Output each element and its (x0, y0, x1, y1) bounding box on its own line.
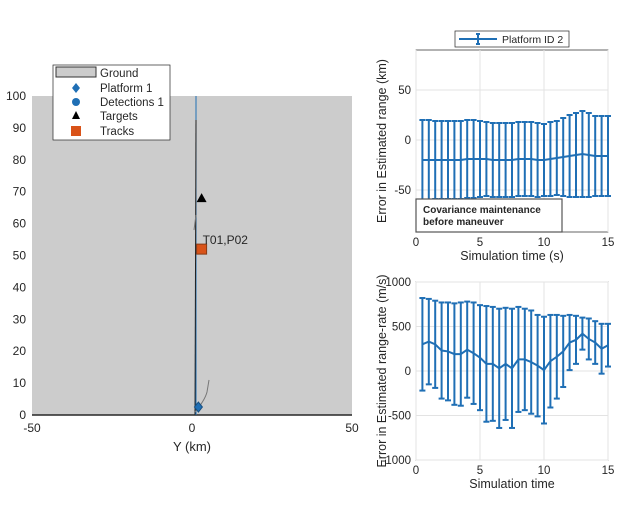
target-trajectory (194, 119, 197, 416)
map-xlabel: Y (km) (173, 439, 211, 454)
xtick-label: 10 (538, 465, 551, 477)
map-ytick-label: 80 (13, 153, 27, 167)
map-legend[interactable]: Ground Platform 1 Detections 1 Targets Track… (52, 64, 171, 141)
map-ytick-label: 10 (13, 376, 27, 390)
legend-entry: Platform ID 2 (502, 34, 563, 46)
target-marker (196, 193, 207, 203)
track-label: T01,P02 (203, 233, 249, 247)
xtick-label: 15 (602, 465, 615, 477)
tracks-swatch-icon (71, 126, 81, 136)
ytick-label: 500 (392, 322, 411, 334)
mean-error-line (422, 332, 609, 372)
map-ytick-label: 100 (6, 89, 26, 103)
ytick-label: -1000 (382, 455, 411, 467)
map-xtick-label: -50 (23, 421, 41, 435)
xtick-label: 0 (413, 465, 419, 477)
map-ytick-label: 70 (13, 185, 27, 199)
map-ytick-label: 40 (13, 280, 27, 294)
ytick-label: -50 (394, 185, 411, 197)
map-ytick-label: 30 (13, 312, 27, 326)
xtick-label: 0 (413, 237, 419, 249)
xtick-label: 15 (602, 237, 615, 249)
mean-error-line (422, 152, 608, 161)
legend-errorbar-icon (476, 33, 480, 45)
ground-swatch (55, 66, 97, 78)
map-ytick-label: 50 (13, 249, 27, 263)
map-xtick-label: 50 (345, 421, 359, 435)
map-legend-entry: Targets (100, 111, 138, 123)
map-legend-entry: Detections 1 (100, 97, 164, 109)
ylabel: Error in Estimated range-rate (m/s) (375, 274, 389, 467)
map-ytick-label: 0 (19, 408, 26, 422)
xtick-label: 10 (538, 237, 551, 249)
annotation-box (415, 198, 563, 233)
platform-swatch-icon (72, 83, 80, 93)
ytick-label: 50 (398, 85, 411, 97)
range-rate-error-axes[interactable]: 0 5 10 15 -1000 -500 0 500 1000 Simulation time Er… (375, 274, 614, 491)
ylabel: Error in Estimated range (km) (375, 59, 389, 223)
annotation-line: before maneuver (423, 217, 504, 228)
ytick-label: 1000 (385, 277, 411, 289)
track-history (193, 214, 197, 231)
map-xtick-label: 0 (189, 421, 196, 435)
map-ytick-label: 90 (13, 121, 27, 135)
xtick-label: 5 (477, 465, 483, 477)
map-legend-entry: Ground (100, 68, 138, 80)
range-legend-box (454, 30, 570, 48)
xlabel: Simulation time (s) (460, 249, 564, 263)
range-error-axes[interactable]: 0 5 10 15 -50 0 50 Simulation time (s) Error in … (375, 30, 615, 263)
ytick-label: -500 (388, 411, 411, 423)
track-marker (196, 243, 208, 255)
map-ytick-label: 20 (13, 344, 27, 358)
map-legend-entry: Platform 1 (100, 83, 152, 95)
annotation-line: Covariance maintenance (423, 205, 541, 216)
ground-patch (32, 96, 352, 415)
map-ytick-label: 60 (13, 217, 27, 231)
xlabel: Simulation time (469, 477, 554, 491)
platform-marker (193, 401, 204, 413)
ytick-label: 0 (405, 366, 411, 378)
map-legend-entry: Tracks (100, 126, 134, 138)
detections-swatch-icon (72, 98, 80, 106)
xtick-label: 5 (477, 237, 483, 249)
targets-swatch-icon (72, 111, 80, 119)
ytick-label: 0 (405, 135, 411, 147)
